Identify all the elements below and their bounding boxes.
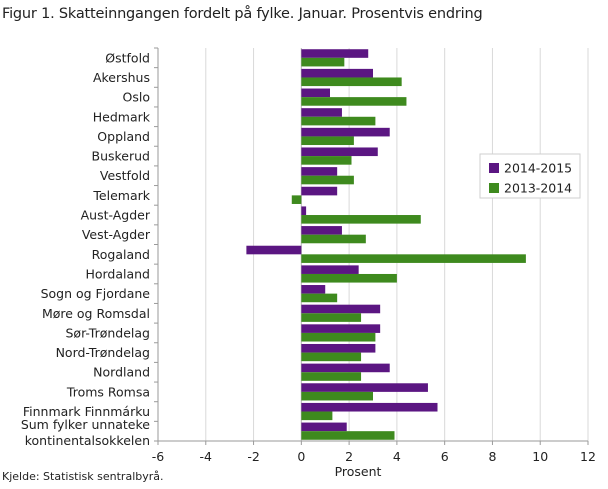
category-label: Rogaland bbox=[92, 247, 150, 262]
x-tick-label: -2 bbox=[247, 449, 259, 464]
bar-series-1 bbox=[301, 343, 376, 353]
category-label: Buskerud bbox=[92, 149, 151, 164]
bars bbox=[246, 49, 526, 440]
bar-series-1 bbox=[301, 304, 381, 314]
bar-series-2 bbox=[301, 411, 333, 421]
x-tick-label: 12 bbox=[580, 449, 596, 464]
bar-series-2 bbox=[301, 156, 352, 165]
legend-swatch bbox=[489, 163, 499, 173]
bar-series-2 bbox=[301, 136, 354, 146]
bar-series-1 bbox=[301, 147, 378, 157]
bar-series-2 bbox=[301, 313, 362, 322]
category-label: Oppland bbox=[97, 129, 150, 144]
category-label: Sør-Trøndelag bbox=[66, 325, 151, 340]
category-label: Vest-Agder bbox=[82, 227, 151, 242]
bar-series-2 bbox=[301, 431, 395, 440]
bar-series-1 bbox=[301, 363, 390, 373]
bar-series-2 bbox=[301, 273, 397, 283]
x-tick-label: 4 bbox=[393, 449, 401, 464]
grid-lines bbox=[157, 48, 589, 441]
bar-series-2 bbox=[301, 116, 376, 126]
category-label: Nord-Trøndelag bbox=[56, 345, 150, 360]
x-tick-label: 0 bbox=[297, 449, 305, 464]
bar-series-1 bbox=[301, 167, 338, 176]
category-label: Telemark bbox=[92, 188, 150, 203]
bar-series-2 bbox=[301, 215, 421, 224]
tick-labels: -6 -4 -2 0 2 4 6 8 10 12 bbox=[152, 449, 596, 464]
x-tick-label: 8 bbox=[488, 449, 496, 464]
chart-title: Figur 1. Skatteinngangen fordelt på fylk… bbox=[2, 6, 483, 22]
bar-series-2 bbox=[301, 57, 345, 67]
x-tick-label: -6 bbox=[152, 449, 165, 464]
bar-series-2 bbox=[301, 254, 526, 263]
bar-series-1 bbox=[301, 265, 359, 274]
bar-series-1 bbox=[301, 49, 369, 58]
x-axis-label: Prosent bbox=[335, 464, 382, 479]
bar-series-1 bbox=[301, 127, 390, 137]
legend: 2014-2015 2013-2014 bbox=[479, 153, 581, 199]
bar-series-1 bbox=[301, 324, 381, 333]
bar-series-1 bbox=[301, 186, 338, 196]
bar-series-2 bbox=[301, 97, 407, 106]
bar-series-1 bbox=[301, 68, 373, 78]
source-note: Kjelde: Statistisk sentralbyrå. bbox=[2, 470, 164, 483]
category-label: Møre og Romsdal bbox=[42, 306, 150, 321]
category-label: Vestfold bbox=[100, 168, 150, 183]
legend-swatch bbox=[489, 183, 499, 193]
x-tick-label: 6 bbox=[441, 449, 449, 464]
bar-series-1 bbox=[301, 206, 307, 216]
category-label: Troms Romsa bbox=[66, 384, 150, 399]
bar-series-2 bbox=[301, 77, 402, 87]
bar-series-2 bbox=[291, 195, 302, 204]
category-labels: Østfold Akershus Oslo Hedmark Oppland Buskeru… bbox=[21, 50, 151, 448]
bar-series-1 bbox=[301, 88, 330, 98]
bar-series-2 bbox=[301, 234, 366, 244]
category-label: Oslo bbox=[123, 90, 150, 105]
category-label: Akershus bbox=[93, 70, 150, 85]
category-label: Sogn og Fjordane bbox=[41, 286, 151, 301]
category-label: Sum fylker unnateke kontinentalsokkelen bbox=[21, 417, 150, 448]
bar-series-1 bbox=[301, 383, 428, 392]
x-tick-label: 10 bbox=[532, 449, 548, 464]
category-label: Finnmark Finnmárku bbox=[23, 404, 150, 419]
bar-series-1 bbox=[301, 226, 342, 235]
bar-series-2 bbox=[301, 293, 338, 303]
bar-series-1 bbox=[301, 108, 342, 117]
legend-label: 2013-2014 bbox=[504, 181, 572, 196]
bar-series-2 bbox=[301, 332, 376, 342]
category-label: Hedmark bbox=[93, 109, 151, 124]
bar-series-2 bbox=[301, 352, 362, 362]
bar-series-1 bbox=[246, 245, 302, 255]
bar-series-1 bbox=[301, 402, 438, 412]
bar-series-2 bbox=[301, 175, 354, 185]
bar-series-1 bbox=[301, 422, 347, 432]
legend-label: 2014-2015 bbox=[504, 161, 572, 176]
x-tick-label: -4 bbox=[200, 449, 213, 464]
bar-series-1 bbox=[301, 285, 326, 294]
category-label: Aust-Agder bbox=[81, 208, 151, 223]
x-tick-label: 2 bbox=[345, 449, 353, 464]
bar-series-2 bbox=[301, 372, 362, 381]
bar-series-2 bbox=[301, 391, 373, 401]
category-label: Hordaland bbox=[85, 266, 150, 281]
category-label: Nordland bbox=[93, 365, 150, 380]
category-label: Østfold bbox=[105, 50, 150, 65]
axes bbox=[154, 47, 589, 445]
